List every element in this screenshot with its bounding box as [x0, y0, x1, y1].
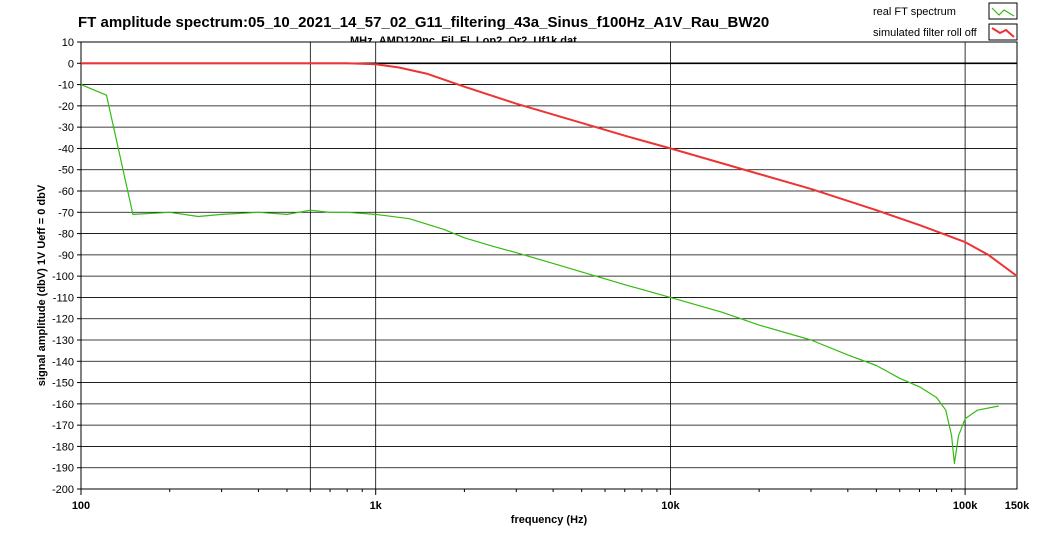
y-tick-label: -180: [52, 441, 74, 453]
y-axis: 10 0 -10 -20 -30 -40 -50 -60 -70 -80 -90 -100 -110 -1…: [52, 37, 81, 496]
x-axis: 100 1k 10k 100k 150k: [72, 500, 1030, 512]
y-tick-label: -150: [52, 378, 74, 390]
legend-swatch: [991, 27, 1015, 38]
x-tick-label: 150k: [1005, 500, 1030, 512]
y-tick-label: -100: [52, 271, 74, 283]
y-tick-label: -50: [58, 165, 74, 177]
y-tick-label: -190: [52, 463, 74, 475]
legend-label: real FT spectrum: [873, 6, 956, 18]
y-tick-label: -160: [52, 399, 74, 411]
series-line-simulated-filter-roll-off: [81, 62, 1018, 277]
x-tick-label: 10k: [661, 500, 680, 512]
x-axis-label: frequency (Hz): [511, 514, 588, 526]
legend: real FT spectrum simulated filter roll of…: [873, 2, 1018, 41]
y-axis-label: signal amplitude (dbV) 1V Ueff = 0 dbV: [36, 184, 48, 386]
y-tick-label: -90: [58, 250, 74, 262]
y-tick-label: -10: [58, 80, 74, 92]
y-tick-label: -30: [58, 122, 74, 134]
grid: [80, 41, 1017, 495]
y-tick-label: -40: [58, 143, 74, 155]
chart-subtitle: MHz_AMD120nc_Fil_Fl_Lop2_Or2_Uf1k.dat: [350, 35, 577, 42]
legend-swatch: [991, 7, 1015, 17]
y-tick-label: -70: [58, 207, 74, 219]
y-tick-label: -80: [58, 229, 74, 241]
y-tick-label: -120: [52, 314, 74, 326]
series-layer: [80, 62, 1018, 465]
y-tick-label: 0: [68, 58, 74, 70]
y-tick-label: -20: [58, 101, 74, 113]
y-tick-label: -140: [52, 356, 74, 368]
x-tick-label: 1k: [370, 500, 383, 512]
y-tick-label: -130: [52, 335, 74, 347]
x-tick-label: 100k: [953, 500, 978, 512]
series-line-real-ft-spectrum: [80, 84, 999, 465]
y-tick-label: -110: [53, 292, 74, 304]
y-tick-label: -170: [52, 420, 74, 432]
y-tick-label: -60: [58, 186, 74, 198]
plot-frame: [80, 41, 1018, 490]
y-tick-label: -200: [52, 484, 74, 496]
y-tick-label: 10: [62, 37, 74, 49]
legend-label: simulated filter roll off: [873, 27, 978, 39]
chart-title: FT amplitude spectrum:05_10_2021_14_57_0…: [78, 14, 770, 31]
x-tick-label: 100: [72, 500, 90, 512]
